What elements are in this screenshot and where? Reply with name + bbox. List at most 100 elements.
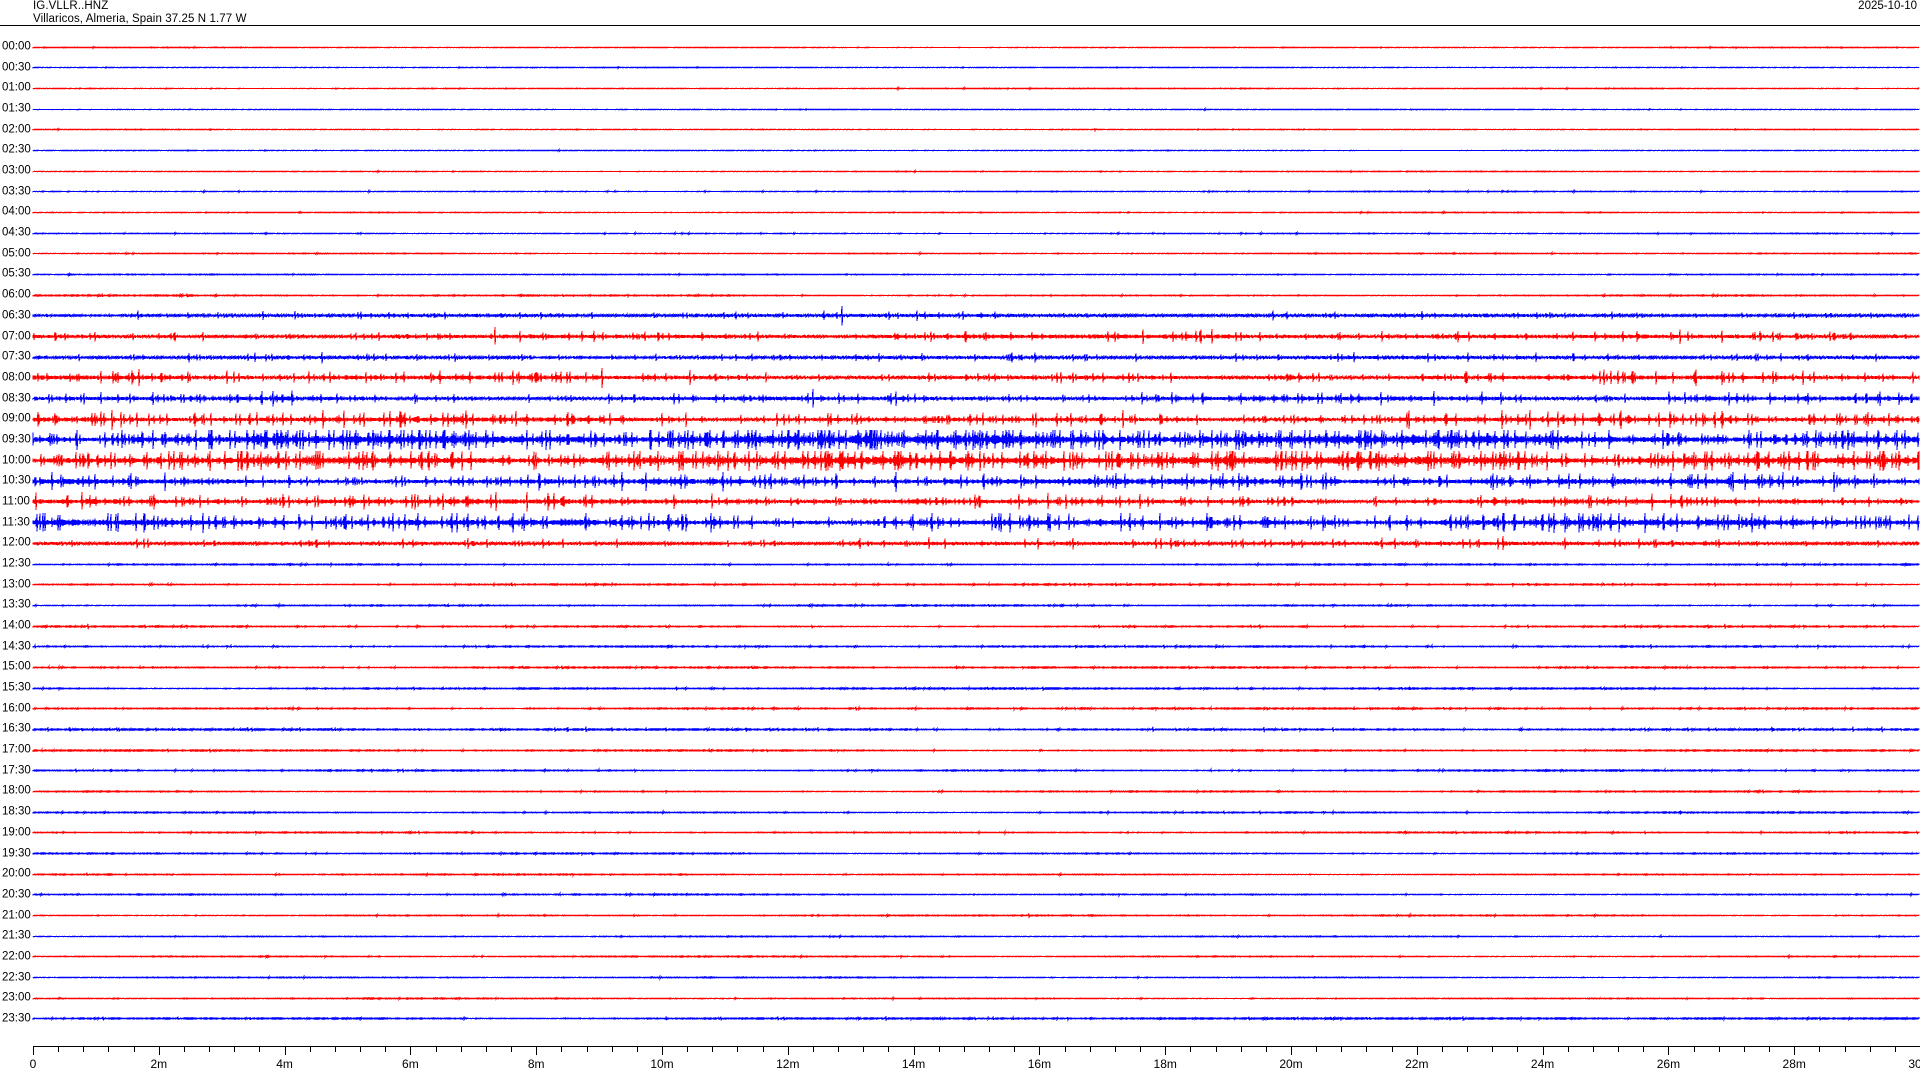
trace-line — [32, 471, 1920, 492]
x-axis-major-tick — [158, 1047, 160, 1055]
trace-line — [32, 926, 1920, 947]
x-axis-minor-tick — [83, 1047, 85, 1052]
row-time-label: 20:30 — [2, 888, 31, 901]
helicorder-row: 04:00 — [0, 202, 1920, 223]
helicorder-row: 19:30 — [0, 843, 1920, 864]
x-axis-minor-tick — [737, 1047, 739, 1052]
helicorder-row: 07:00 — [0, 326, 1920, 347]
x-axis-minor-tick — [1014, 1047, 1016, 1052]
row-time-label: 20:00 — [2, 867, 31, 880]
x-axis-minor-tick — [334, 1047, 336, 1052]
trace-line — [32, 285, 1920, 306]
helicorder-row: 04:30 — [0, 223, 1920, 244]
x-axis-minor-tick — [1844, 1047, 1846, 1052]
trace-line — [32, 223, 1920, 244]
trace-line — [32, 760, 1920, 781]
x-axis-minor-tick — [989, 1047, 991, 1052]
chart-header: IG.VLLR..HNZ Villaricos, Almeria, Spain … — [0, 0, 1920, 26]
row-time-label: 14:00 — [2, 619, 31, 632]
x-axis-minor-tick — [460, 1047, 462, 1052]
x-axis-minor-tick — [611, 1047, 613, 1052]
x-axis-minor-tick — [209, 1047, 211, 1052]
x-axis-tick-label: 20m — [1279, 1057, 1303, 1071]
trace-line — [32, 554, 1920, 575]
x-axis-minor-tick — [183, 1047, 185, 1052]
x-axis-major-tick — [1416, 1047, 1418, 1055]
trace-line — [32, 595, 1920, 616]
helicorder-row: 19:00 — [0, 822, 1920, 843]
x-axis-minor-tick — [1089, 1047, 1091, 1052]
trace-line — [32, 864, 1920, 885]
x-axis-minor-tick — [1341, 1047, 1343, 1052]
trace-line — [32, 181, 1920, 202]
helicorder-row: 22:30 — [0, 967, 1920, 988]
row-time-label: 08:30 — [2, 391, 31, 404]
x-axis-minor-tick — [1064, 1047, 1066, 1052]
x-axis: 0 2m 4m 6m 8m 10m 12m 14m 16m 18m 20m 22m 24m 26m 28m 3… — [0, 1046, 1920, 1080]
x-axis-minor-tick — [712, 1047, 714, 1052]
row-time-label: 02:00 — [2, 122, 31, 135]
x-axis-minor-tick — [1316, 1047, 1318, 1052]
x-axis-minor-tick — [762, 1047, 764, 1052]
x-axis-major-tick — [1668, 1047, 1670, 1055]
x-axis-minor-tick — [435, 1047, 437, 1052]
helicorder-row: 23:00 — [0, 988, 1920, 1009]
trace-line — [32, 678, 1920, 699]
helicorder-row: 21:00 — [0, 905, 1920, 926]
trace-line — [32, 450, 1920, 472]
row-time-label: 09:30 — [2, 433, 31, 446]
trace-line — [32, 388, 1920, 409]
trace-line — [32, 326, 1920, 347]
trace-line — [32, 305, 1920, 327]
x-axis-tick-label: 16m — [1027, 1057, 1052, 1071]
x-axis-minor-tick — [561, 1047, 563, 1052]
helicorder-row: 00:00 — [0, 37, 1920, 58]
x-axis-minor-tick — [1215, 1047, 1217, 1052]
row-time-label: 18:30 — [2, 805, 31, 818]
helicorder-row: 03:30 — [0, 181, 1920, 202]
row-time-label: 10:30 — [2, 474, 31, 487]
x-axis-minor-tick — [1869, 1047, 1871, 1052]
row-time-label: 09:00 — [2, 412, 31, 425]
x-axis-tick-label: 0 — [29, 1057, 37, 1071]
helicorder-row: 10:00 — [0, 450, 1920, 472]
x-axis-major-tick — [536, 1047, 538, 1055]
row-time-label: 00:00 — [2, 40, 31, 53]
row-time-label: 15:30 — [2, 681, 31, 694]
row-time-label: 21:30 — [2, 929, 31, 942]
trace-line — [32, 636, 1920, 657]
x-axis-minor-tick — [687, 1047, 689, 1052]
x-axis-tick-label: 30m — [1908, 1057, 1920, 1071]
x-axis-minor-tick — [309, 1047, 311, 1052]
trace-line — [32, 202, 1920, 223]
trace-line — [32, 802, 1920, 823]
trace-line — [32, 1008, 1920, 1029]
row-time-label: 05:00 — [2, 247, 31, 260]
x-axis-tick-label: 4m — [276, 1057, 293, 1071]
trace-line — [32, 491, 1920, 513]
helicorder-row: 14:30 — [0, 636, 1920, 657]
x-axis-tick-label: 28m — [1782, 1057, 1806, 1071]
row-time-label: 21:00 — [2, 908, 31, 921]
x-axis-minor-tick — [1240, 1047, 1242, 1052]
x-axis-minor-tick — [1265, 1047, 1267, 1052]
row-time-label: 11:30 — [2, 515, 30, 528]
x-axis-minor-tick — [385, 1047, 387, 1052]
trace-line — [32, 533, 1920, 554]
x-axis-minor-tick — [108, 1047, 110, 1052]
trace-line — [32, 409, 1920, 430]
row-time-label: 07:30 — [2, 350, 31, 363]
x-axis-major-tick — [1039, 1047, 1041, 1055]
trace-line — [32, 512, 1920, 534]
trace-line — [32, 657, 1920, 678]
helicorder-row: 17:30 — [0, 760, 1920, 781]
trace-line — [32, 574, 1920, 595]
row-time-label: 13:30 — [2, 598, 31, 611]
x-axis-minor-tick — [1517, 1047, 1519, 1052]
record-date-label: 2025-10-10 — [1858, 0, 1917, 12]
row-time-label: 22:00 — [2, 950, 31, 963]
x-axis-minor-tick — [259, 1047, 261, 1052]
trace-line — [32, 781, 1920, 802]
row-time-label: 12:00 — [2, 536, 31, 549]
row-time-label: 01:30 — [2, 102, 31, 115]
